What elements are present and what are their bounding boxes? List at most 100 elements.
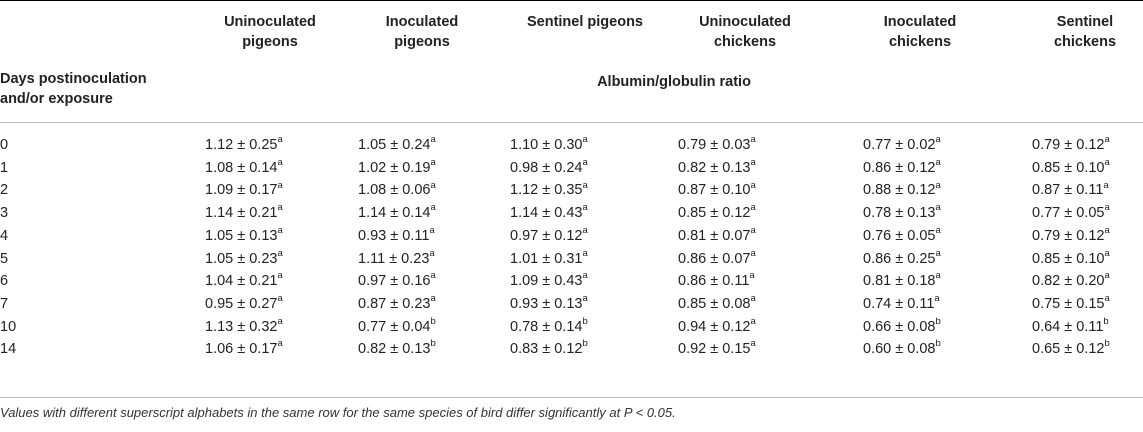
- significance-superscript: a: [750, 315, 756, 327]
- value-text: 1.12 ± 0.35: [510, 182, 583, 199]
- value-cell: 0.65 ± 0.12b: [1032, 338, 1110, 360]
- value-cell: 0.94 ± 0.12a: [678, 316, 756, 338]
- table-row: 4 1.05 ± 0.13a 0.93 ± 0.11a 0.97 ± 0.12a 0.8…: [0, 225, 1143, 247]
- value-text: 0.85 ± 0.10: [1032, 250, 1105, 267]
- value-cell: 0.75 ± 0.15a: [1032, 293, 1110, 315]
- significance-superscript: a: [430, 156, 436, 168]
- value-text: 1.04 ± 0.21: [205, 273, 278, 290]
- value-text: 1.05 ± 0.24: [358, 137, 431, 153]
- value-text: 0.92 ± 0.15: [678, 341, 751, 358]
- significance-superscript: b: [935, 315, 941, 327]
- value-text: 0.87 ± 0.10: [678, 182, 751, 199]
- significance-superscript: a: [750, 202, 756, 214]
- significance-superscript: a: [750, 247, 756, 259]
- value-cell: 1.06 ± 0.17a: [205, 338, 283, 360]
- value-text: 0.86 ± 0.25: [863, 250, 936, 267]
- value-cell: 0.86 ± 0.25a: [863, 248, 941, 270]
- significance-superscript: a: [1104, 156, 1110, 168]
- value-text: 1.14 ± 0.43: [510, 205, 583, 222]
- header-divider: [0, 122, 1143, 123]
- value-cell: 1.12 ± 0.25a: [205, 134, 283, 156]
- value-cell: 1.05 ± 0.24a: [358, 134, 436, 156]
- significance-superscript: a: [749, 270, 755, 282]
- value-text: 0.85 ± 0.10: [1032, 159, 1105, 176]
- value-text: 0.85 ± 0.08: [678, 295, 751, 312]
- table-row: 6 1.04 ± 0.21a 0.97 ± 0.16a 1.09 ± 0.43a 0.8…: [0, 270, 1143, 292]
- significance-superscript: a: [934, 293, 940, 305]
- significance-superscript: a: [277, 202, 283, 214]
- value-text: 0.82 ± 0.20: [1032, 273, 1105, 290]
- value-cell: 0.60 ± 0.08b: [863, 338, 941, 360]
- value-cell: 0.86 ± 0.12a: [863, 157, 941, 179]
- day-cell: 10: [0, 318, 17, 335]
- value-text: 1.01 ± 0.31: [510, 250, 583, 267]
- value-text: 1.08 ± 0.14: [205, 159, 278, 176]
- significance-superscript: b: [1104, 338, 1110, 350]
- significance-superscript: a: [935, 270, 941, 282]
- significance-superscript: a: [277, 338, 283, 350]
- col-header-sentinel-pigeons: Sentinel pigeons: [526, 14, 643, 30]
- subheader-albumin-globulin: Albumin/globulin ratio: [597, 74, 751, 90]
- significance-superscript: a: [935, 224, 941, 236]
- value-text: 1.09 ± 0.43: [510, 273, 583, 290]
- significance-superscript: a: [935, 179, 941, 191]
- value-text: 0.87 ± 0.11: [1032, 182, 1104, 199]
- value-cell: 1.08 ± 0.14a: [205, 157, 283, 179]
- table-row: 0 1.12 ± 0.25a 1.05 ± 0.24a 1.10 ± 0.30a 0.7…: [0, 134, 1143, 156]
- value-text: 0.86 ± 0.07: [678, 250, 751, 267]
- table-row: 7 0.95 ± 0.27a 0.87 ± 0.23a 0.93 ± 0.13a 0.8…: [0, 293, 1143, 315]
- value-text: 0.77 ± 0.02: [863, 137, 936, 153]
- table-row: 1 1.08 ± 0.14a 1.02 ± 0.19a 0.98 ± 0.24a 0.8…: [0, 157, 1143, 179]
- value-text: 0.78 ± 0.13: [863, 205, 936, 222]
- significance-superscript: a: [277, 224, 283, 236]
- value-cell: 0.77 ± 0.02a: [863, 134, 941, 156]
- value-text: 0.93 ± 0.13: [510, 295, 583, 312]
- bottom-rule: [0, 397, 1143, 398]
- significance-superscript: a: [430, 179, 436, 191]
- value-text: 0.60 ± 0.08: [863, 341, 936, 358]
- significance-superscript: a: [1104, 202, 1110, 214]
- value-cell: 0.87 ± 0.23a: [358, 293, 436, 315]
- value-cell: 0.78 ± 0.13a: [863, 202, 941, 224]
- value-cell: 0.95 ± 0.27a: [205, 293, 283, 315]
- col-header-inoculated-pigeons: Inoculated pigeons: [385, 14, 459, 50]
- col-header-sentinel-chickens: Sentinel chickens: [1053, 14, 1117, 50]
- value-text: 0.77 ± 0.05: [1032, 205, 1105, 222]
- significance-superscript: a: [277, 247, 283, 259]
- value-cell: 1.09 ± 0.43a: [510, 270, 588, 292]
- significance-superscript: a: [1103, 179, 1109, 191]
- value-text: 0.78 ± 0.14: [510, 318, 583, 335]
- day-cell: 7: [0, 295, 9, 312]
- significance-superscript: a: [1104, 134, 1110, 146]
- significance-superscript: a: [277, 270, 283, 282]
- value-text: 0.65 ± 0.12: [1032, 341, 1105, 358]
- significance-superscript: b: [582, 315, 588, 327]
- significance-superscript: b: [1103, 315, 1109, 327]
- value-cell: 0.82 ± 0.20a: [1032, 270, 1110, 292]
- day-cell: 1: [0, 159, 9, 176]
- value-text: 0.87 ± 0.23: [358, 295, 431, 312]
- significance-superscript: a: [935, 134, 941, 146]
- value-cell: 1.12 ± 0.35a: [510, 179, 588, 201]
- value-cell: 0.85 ± 0.10a: [1032, 248, 1110, 270]
- significance-superscript: a: [935, 247, 941, 259]
- significance-superscript: a: [1104, 224, 1110, 236]
- value-cell: 0.97 ± 0.16a: [358, 270, 436, 292]
- significance-superscript: b: [430, 315, 436, 327]
- value-cell: 0.88 ± 0.12a: [863, 179, 941, 201]
- col-header-uninoculated-chickens: Uninoculated chickens: [699, 14, 791, 50]
- significance-superscript: a: [750, 134, 756, 146]
- value-text: 1.11 ± 0.23: [358, 250, 430, 267]
- col-header-uninoculated-pigeons: Uninoculated pigeons: [224, 14, 316, 50]
- value-cell: 0.78 ± 0.14b: [510, 316, 588, 338]
- significance-superscript: a: [750, 224, 756, 236]
- table-row: 3 1.14 ± 0.21a 1.14 ± 0.14a 1.14 ± 0.43a 0.8…: [0, 202, 1143, 224]
- value-cell: 0.79 ± 0.03a: [678, 134, 756, 156]
- value-text: 0.64 ± 0.11: [1032, 318, 1104, 335]
- value-cell: 0.82 ± 0.13a: [678, 157, 756, 179]
- significance-superscript: a: [430, 270, 436, 282]
- value-cell: 0.77 ± 0.05a: [1032, 202, 1110, 224]
- value-text: 1.05 ± 0.13: [205, 227, 278, 244]
- significance-superscript: a: [750, 293, 756, 305]
